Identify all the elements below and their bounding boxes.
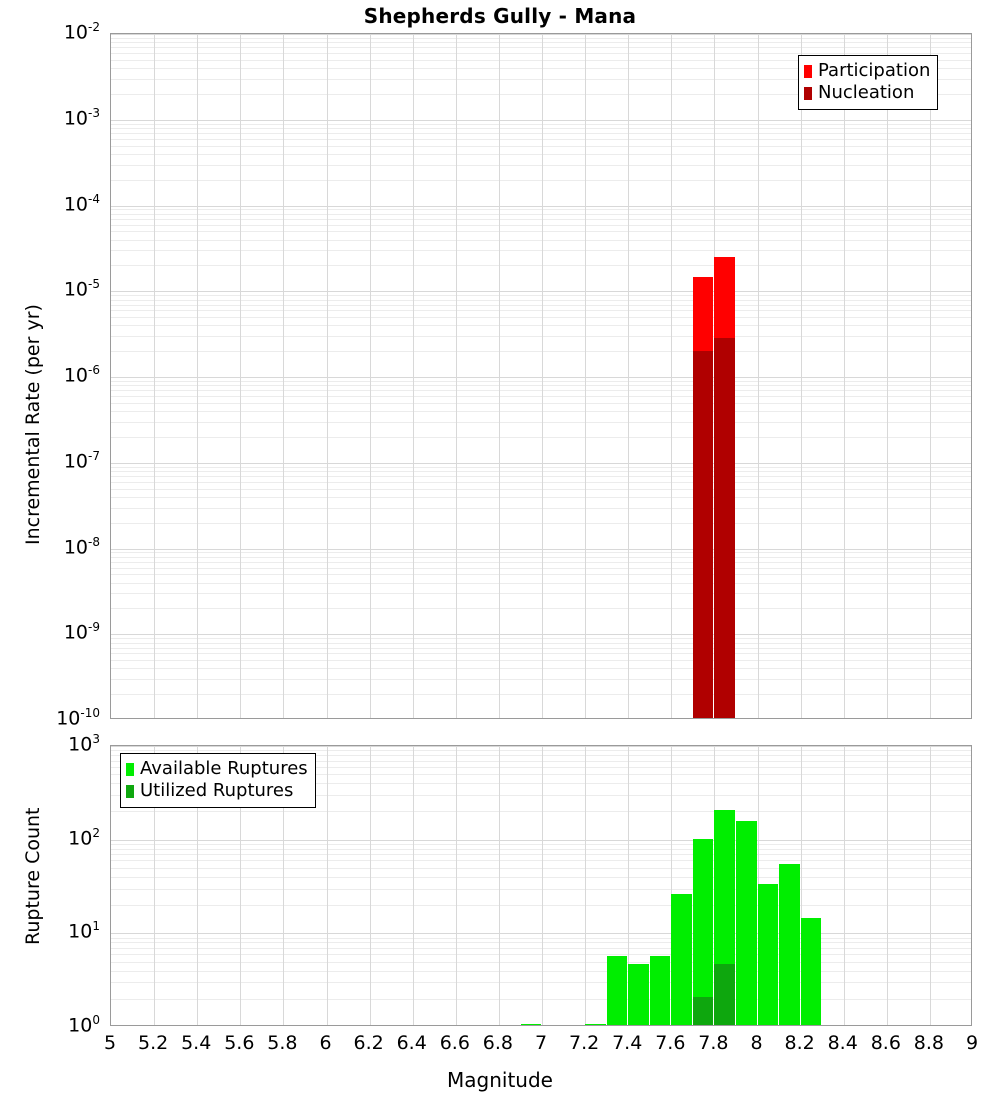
legend-swatch-available-ruptures: [126, 762, 134, 776]
count-bar-available-ruptures-7.5: [649, 955, 671, 1025]
legend-swatch-participation: [804, 64, 812, 78]
count-bar-utilized-ruptures-7.8: [714, 963, 735, 1025]
count-bar-available-ruptures-7.3: [606, 955, 628, 1025]
x-tick: 8.8: [913, 1032, 944, 1054]
y-tick: 10-5: [63, 277, 100, 301]
x-tick: 6.2: [353, 1032, 384, 1054]
bottom-gridlines: [111, 746, 971, 1025]
legend-item-available-ruptures: Available Ruptures: [126, 758, 308, 780]
legend-label-utilized-ruptures: Utilized Ruptures: [140, 780, 294, 801]
legend-label-available-ruptures: Available Ruptures: [140, 758, 308, 779]
legend-label-participation: Participation: [818, 60, 931, 81]
x-tick: 8.4: [827, 1032, 858, 1054]
bottom-legend: Available Ruptures Utilized Ruptures: [120, 753, 316, 808]
x-tick: 7.8: [698, 1032, 729, 1054]
x-tick: 8: [750, 1032, 763, 1054]
top-y-axis-label: Incremental Rate (per yr): [22, 304, 44, 545]
x-tick: 5.4: [181, 1032, 212, 1054]
y-tick: 10-2: [63, 20, 100, 44]
count-bar-available-ruptures-8.2: [800, 917, 822, 1025]
x-tick: 6: [319, 1032, 332, 1054]
x-tick: 8.6: [870, 1032, 901, 1054]
x-tick: 5.2: [137, 1032, 169, 1054]
count-bar-available-ruptures-7.6: [671, 894, 692, 1025]
legend-item-nucleation: Nucleation: [804, 82, 930, 104]
x-tick: 5: [103, 1032, 117, 1054]
top-bars: [111, 34, 971, 718]
x-tick: 7.6: [655, 1032, 686, 1054]
x-tick: 5.8: [267, 1032, 298, 1054]
count-bar-available-ruptures-6.9: [520, 1024, 541, 1025]
x-tick: 7.2: [568, 1032, 600, 1054]
y-tick: 102: [68, 825, 100, 849]
legend-item-participation: Participation: [804, 60, 930, 82]
top-gridlines: [111, 34, 971, 718]
count-bar-available-ruptures-7.9: [736, 821, 757, 1025]
rate-bar-nucleation-7.8: [714, 338, 735, 718]
count-bar-available-ruptures-7.7: [692, 838, 714, 1025]
count-bar-available-ruptures-7.2: [585, 1024, 606, 1025]
bottom-bars: [111, 746, 971, 1025]
top-legend: Participation Nucleation: [798, 55, 939, 110]
y-tick: 100: [68, 1013, 100, 1037]
y-tick: 10-9: [63, 620, 100, 644]
y-tick: 10-7: [63, 448, 100, 473]
y-tick: 103: [68, 732, 100, 756]
y-tick: 10-3: [63, 105, 100, 130]
legend-label-nucleation: Nucleation: [818, 82, 915, 103]
legend-swatch-nucleation: [804, 86, 812, 100]
incremental-rate-plot: [110, 33, 972, 719]
page-title: Shepherds Gully - Mana: [363, 4, 637, 28]
legend-item-utilized-ruptures: Utilized Ruptures: [126, 780, 308, 802]
y-tick: 10-6: [63, 363, 100, 387]
y-tick: 10-10: [56, 706, 100, 730]
x-tick: 8.2: [784, 1032, 815, 1054]
count-bar-available-ruptures-8.1: [779, 864, 800, 1025]
legend-swatch-utilized-ruptures: [126, 784, 134, 798]
y-tick: 10-4: [63, 191, 100, 215]
x-axis-label: Magnitude: [447, 1068, 553, 1092]
x-tick: 5.6: [224, 1032, 255, 1054]
bottom-y-axis-label: Rupture Count: [22, 807, 44, 946]
x-tick: 9: [965, 1032, 979, 1054]
rate-bar-nucleation-7.7: [692, 351, 714, 718]
y-tick: 101: [68, 919, 100, 943]
x-tick: 6.6: [439, 1032, 470, 1054]
rupture-count-plot: [110, 745, 972, 1026]
x-tick: 7: [534, 1032, 548, 1054]
x-tick: 7.4: [612, 1032, 643, 1054]
count-bar-utilized-ruptures-7.7: [692, 996, 714, 1025]
count-bar-available-ruptures-8: [757, 884, 778, 1025]
y-tick: 10-8: [63, 534, 100, 558]
count-bar-available-ruptures-7.4: [628, 963, 649, 1025]
x-tick: 6.4: [396, 1032, 427, 1054]
x-tick: 6.8: [482, 1032, 513, 1054]
